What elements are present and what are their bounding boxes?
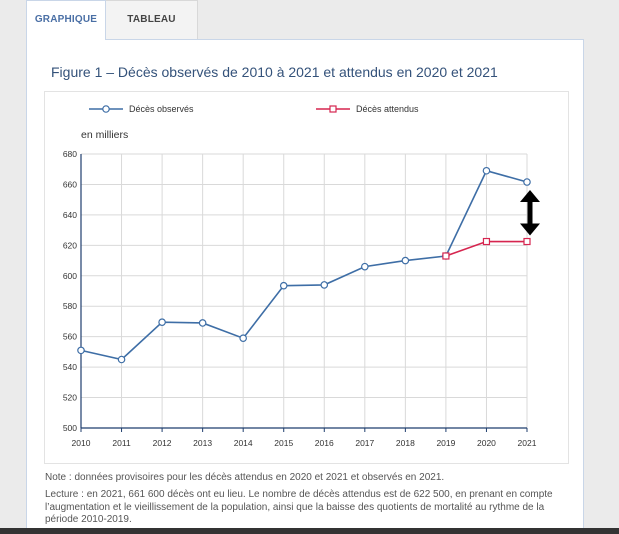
lecture-text: Lecture : en 2021, 661 600 décès ont eu … — [45, 489, 553, 525]
x-tick-label: 2011 — [112, 438, 131, 448]
data-point-1 — [279, 281, 288, 290]
y-tick-label: 660 — [63, 179, 77, 189]
y-axis-label: en milliers — [81, 129, 128, 141]
data-point-1 — [198, 319, 207, 327]
grid — [80, 153, 528, 429]
tab-tableau[interactable]: TABLEAU — [106, 0, 198, 40]
y-tick-label: 580 — [63, 301, 77, 311]
data-point-1 — [320, 281, 329, 289]
arrow-head-down — [520, 223, 540, 236]
x-tick-label: 2017 — [355, 438, 374, 448]
x-tick-label: 2015 — [274, 438, 293, 448]
data-point-2 — [523, 237, 531, 246]
y-tick-label: 600 — [63, 271, 77, 281]
tab-graphique[interactable]: GRAPHIQUE — [26, 0, 106, 40]
chart-container: Décès observés Décès attendus en milliers… — [44, 91, 569, 464]
x-tick-label: 2021 — [518, 438, 537, 448]
y-tick-label: 540 — [63, 362, 77, 372]
x-tick-label: 2014 — [234, 438, 253, 448]
x-tick-label: 2012 — [153, 438, 172, 448]
y-tick-label: 640 — [63, 210, 77, 220]
y-tick-label: 680 — [63, 149, 77, 159]
annotations — [520, 190, 540, 236]
y-tick-label: 560 — [63, 332, 77, 342]
data-point-1 — [482, 166, 491, 175]
line-chart: Décès observés Décès attendus en milliers… — [63, 104, 540, 448]
y-tick-label: 500 — [63, 423, 77, 433]
y-axis-ticks: 500 520 540 560 580 600 620 640 660 680 — [63, 149, 77, 433]
data-point-1 — [401, 256, 410, 265]
x-axis-ticks: 2010 2011 2012 2013 2014 2015 2016 2017 2018 2019… — [72, 428, 537, 448]
data-point-1 — [77, 346, 85, 355]
data-point-1 — [158, 318, 166, 327]
data-point-2 — [482, 237, 491, 246]
figure-title: Figure 1 – Décès observés de 2010 à 2021… — [51, 64, 498, 80]
data-point-1 — [239, 334, 247, 342]
data-point-1 — [361, 262, 369, 271]
legend-label-1: Décès observés — [129, 104, 194, 114]
data-point-2 — [442, 252, 450, 260]
legend-marker-2 — [329, 105, 337, 113]
y-tick-label: 520 — [63, 393, 77, 403]
data-point-1 — [523, 178, 531, 186]
window-bottom-bar — [0, 528, 619, 534]
legend-marker-1 — [102, 105, 110, 113]
x-tick-label: 2018 — [396, 438, 415, 448]
double-arrow — [520, 190, 540, 236]
x-tick-label: 2016 — [315, 438, 334, 448]
x-tick-label: 2020 — [477, 438, 496, 448]
legend-label-2: Décès attendus — [356, 104, 419, 114]
arrow-head-up — [520, 190, 540, 203]
y-tick-label: 620 — [63, 240, 77, 250]
x-tick-label: 2019 — [436, 438, 455, 448]
note-text: Note : données provisoires pour les décè… — [45, 472, 445, 483]
data-point-1 — [117, 355, 126, 364]
legend: Décès observés Décès attendus — [89, 104, 419, 114]
series-group — [77, 166, 531, 364]
x-tick-label: 2013 — [193, 438, 212, 448]
series-line-1 — [80, 169, 528, 361]
x-tick-label: 2010 — [72, 438, 91, 448]
figure-panel: Figure 1 – Décès observés de 2010 à 2021… — [26, 39, 584, 534]
